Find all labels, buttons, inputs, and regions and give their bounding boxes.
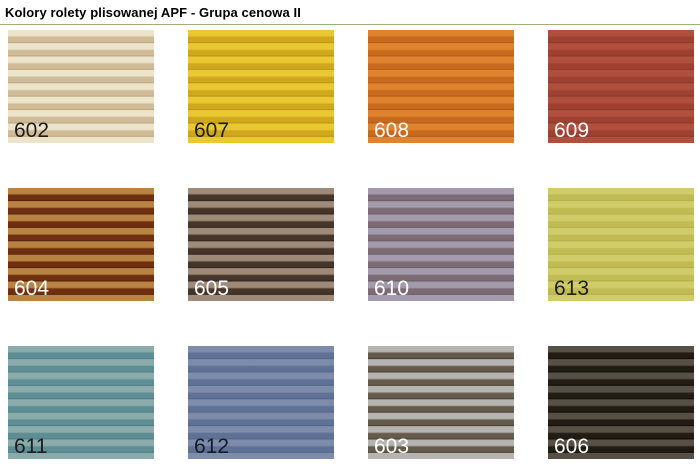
page: Kolory rolety plisowanej APF - Grupa cen…	[0, 5, 700, 459]
swatch-code-label: 605	[194, 276, 230, 300]
swatch-code-label: 609	[554, 118, 590, 142]
color-swatch-611[interactable]: 611	[8, 346, 154, 459]
color-swatch-608[interactable]: 608	[368, 30, 514, 143]
swatch-code-label: 602	[14, 118, 50, 142]
swatch-code-label: 606	[554, 434, 590, 458]
swatch-code-label: 611	[14, 434, 48, 458]
swatch-code-label: 610	[374, 276, 410, 300]
swatch-code-label: 613	[554, 276, 590, 300]
color-swatch-602[interactable]: 602	[8, 30, 154, 143]
color-swatch-613[interactable]: 613	[548, 188, 694, 301]
title-divider	[0, 24, 700, 25]
color-swatch-609[interactable]: 609	[548, 30, 694, 143]
color-swatch-603[interactable]: 603	[368, 346, 514, 459]
color-swatch-605[interactable]: 605	[188, 188, 334, 301]
swatch-code-label: 604	[14, 276, 50, 300]
swatch-code-label: 612	[194, 434, 230, 458]
swatch-code-label: 603	[374, 434, 410, 458]
color-swatch-607[interactable]: 607	[188, 30, 334, 143]
page-title: Kolory rolety plisowanej APF - Grupa cen…	[5, 5, 301, 20]
color-swatch-606[interactable]: 606	[548, 346, 694, 459]
color-swatch-610[interactable]: 610	[368, 188, 514, 301]
swatch-code-label: 608	[374, 118, 410, 142]
swatch-grid: 602 607 608 609 604 605 610 613 611 612 …	[8, 30, 700, 459]
color-swatch-612[interactable]: 612	[188, 346, 334, 459]
color-swatch-604[interactable]: 604	[8, 188, 154, 301]
swatch-code-label: 607	[194, 118, 230, 142]
